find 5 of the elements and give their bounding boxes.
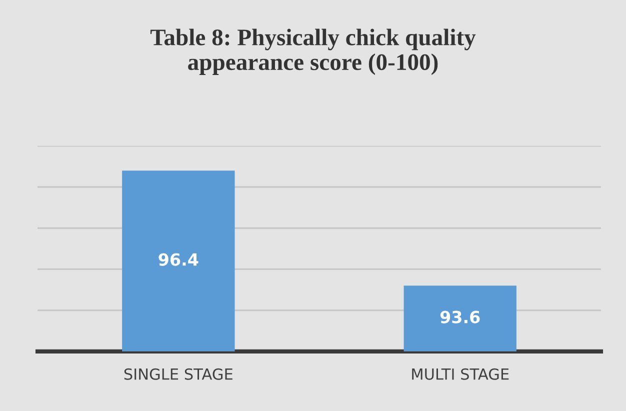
x-tick-label: SINGLE STAGE [124, 368, 232, 380]
chart-title: Table 8: Physically chick quality appearance score (0-100) [150, 28, 476, 75]
x-tick-label: MULTI STAGE [412, 368, 509, 380]
data-label: 93.6 [440, 310, 480, 324]
data-label: 96.4 [158, 253, 198, 266]
